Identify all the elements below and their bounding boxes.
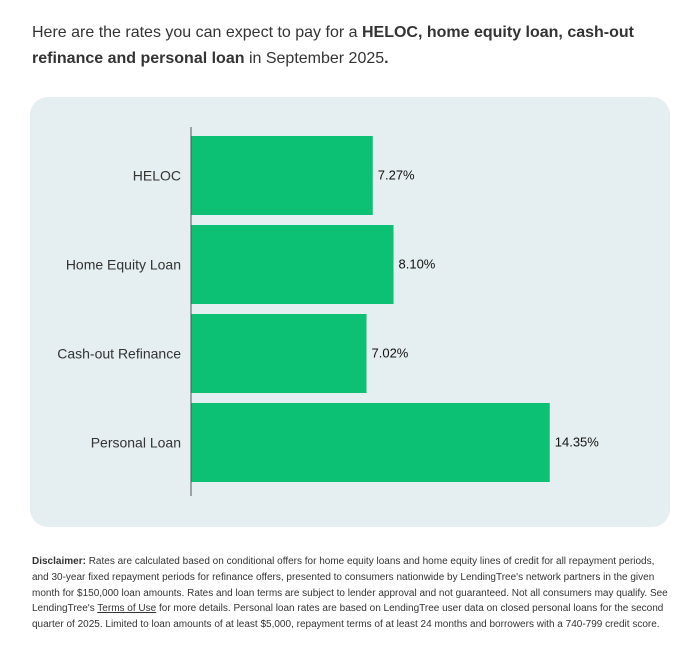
intro-text: Here are the rates you can expect to pay… — [32, 20, 672, 72]
intro-bold-1: HELOC, home equity loan, cash-out refina… — [32, 24, 634, 67]
bar-3 — [191, 403, 550, 482]
chart-card: HELOC 7.27% Home Equity Loan 8.10% Cash-out … — [30, 97, 670, 527]
value-label-2: 7.02% — [372, 346, 409, 361]
disclaimer: Disclaimer: Rates are calculated based o… — [32, 554, 672, 633]
value-label-3: 14.35% — [555, 435, 600, 450]
category-label-0: HELOC — [133, 168, 181, 184]
bar-1 — [191, 225, 394, 304]
terms-of-use-link[interactable]: Terms of Use — [97, 603, 157, 615]
disclaimer-label: Disclaimer: — [32, 556, 86, 567]
disclaimer-text-2: for more details. Personal loan rates ar… — [32, 603, 664, 631]
disclaimer-text-1: Rates are calculated based on conditiona… — [32, 556, 668, 615]
category-label-3: Personal Loan — [91, 435, 181, 451]
category-label-1: Home Equity Loan — [66, 257, 181, 273]
value-label-1: 8.10% — [399, 257, 436, 272]
rates-bar-chart: HELOC 7.27% Home Equity Loan 8.10% Cash-out … — [57, 127, 600, 496]
value-label-0: 7.27% — [378, 168, 415, 183]
intro-bold-2: . — [384, 50, 389, 67]
intro-part-2: in September 2025 — [244, 50, 385, 67]
bar-0 — [191, 136, 373, 215]
bar-2 — [191, 314, 367, 393]
intro-part-1: Here are the rates you can expect to pay… — [32, 24, 362, 41]
category-label-2: Cash-out Refinance — [57, 346, 181, 362]
